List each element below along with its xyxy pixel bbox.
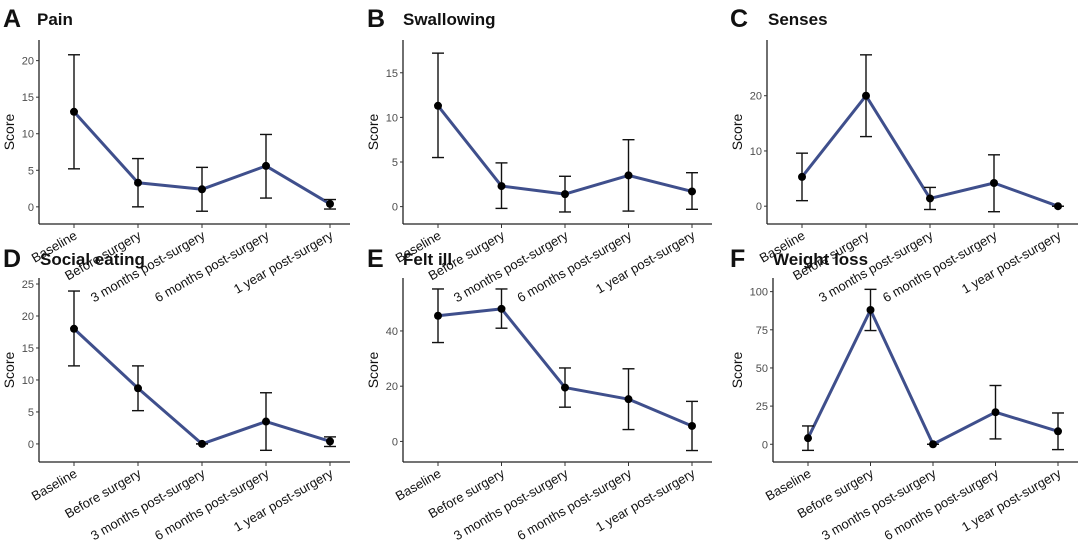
panel-letter: C (730, 5, 748, 33)
data-point (624, 395, 633, 404)
y-tick-label: 10 (22, 129, 34, 141)
x-tick-label: 6 months post-surgery (152, 227, 272, 305)
panel-title: Senses (768, 10, 828, 29)
y-tick-label: 75 (756, 325, 768, 337)
data-point (561, 383, 569, 392)
y-tick-label: 5 (28, 407, 34, 419)
data-point (990, 178, 998, 187)
panel-title: Weight loss (773, 250, 868, 269)
data-point (926, 194, 934, 203)
data-point (134, 384, 142, 393)
y-tick-label: 15 (386, 68, 398, 80)
x-tick-label: 3 months post-surgery (451, 227, 571, 305)
data-point (804, 434, 812, 443)
y-tick-label: 20 (750, 91, 762, 103)
y-tick-label: 0 (392, 202, 398, 214)
series-line (72, 327, 331, 446)
y-tick-label: 15 (22, 92, 34, 104)
data-point (798, 172, 806, 181)
y-tick-label: 100 (750, 287, 768, 299)
data-point (624, 171, 633, 180)
y-axis-title: Score (729, 114, 745, 151)
data-point (134, 178, 142, 187)
data-point (688, 187, 696, 196)
panel-letter: E (367, 245, 384, 273)
x-tick-label: Baseline (29, 466, 80, 504)
x-tick-label: 3 months post-surgery (88, 465, 208, 543)
panel-title: Felt ill (403, 250, 452, 269)
y-tick-label: 10 (386, 112, 398, 124)
data-point (862, 91, 870, 100)
x-tick-label: 6 months post-surgery (880, 227, 1000, 305)
data-point (929, 440, 937, 449)
data-point (434, 311, 442, 320)
y-tick-label: 20 (22, 56, 34, 68)
x-tick-label: 6 months post-surgery (514, 227, 634, 305)
data-point (70, 107, 78, 116)
data-point (1054, 427, 1062, 436)
y-tick-label: 10 (22, 375, 34, 387)
data-point (497, 304, 506, 313)
y-tick-label: 15 (22, 343, 34, 355)
y-tick-label: 0 (28, 202, 34, 214)
data-point (866, 305, 875, 314)
y-tick-label: 5 (392, 157, 398, 169)
y-tick-label: 40 (386, 326, 398, 338)
y-tick-label: 0 (762, 439, 768, 451)
y-axis-title: Score (729, 352, 745, 389)
panel-title: Pain (37, 10, 73, 29)
data-point (561, 190, 569, 199)
x-tick-label: 6 months post-surgery (881, 465, 1001, 543)
x-tick-label: 6 months post-surgery (514, 465, 634, 543)
x-tick-label: 3 months post-surgery (819, 465, 939, 543)
data-point (262, 161, 270, 170)
panel-title: Swallowing (403, 10, 496, 29)
y-tick-label: 0 (28, 439, 34, 451)
y-tick-label: 50 (756, 363, 768, 375)
y-axis-title: Score (365, 114, 381, 151)
x-tick-label: 3 months post-surgery (451, 465, 571, 543)
panel-title: Social eating (40, 250, 145, 269)
data-point (70, 324, 78, 333)
data-point (198, 185, 206, 194)
y-tick-label: 20 (386, 381, 398, 393)
panel-letter: A (3, 5, 21, 33)
y-tick-label: 25 (756, 401, 768, 413)
y-axis-title: Score (1, 114, 17, 151)
panel-letter: D (3, 245, 21, 273)
y-tick-label: 25 (22, 279, 34, 291)
series-line (806, 308, 1059, 446)
data-point (198, 439, 206, 448)
data-point (262, 417, 270, 426)
y-tick-label: 10 (750, 146, 762, 158)
y-axis-title: Score (1, 352, 17, 389)
data-point (991, 408, 1000, 417)
data-point (326, 199, 334, 208)
data-point (1054, 202, 1062, 211)
x-tick-label: Baseline (763, 466, 814, 504)
y-tick-label: 0 (392, 436, 398, 448)
y-tick-label: 0 (756, 201, 762, 213)
data-point (688, 421, 696, 430)
x-tick-label: Baseline (393, 466, 444, 504)
y-tick-label: 5 (28, 165, 34, 177)
data-point (497, 182, 506, 191)
y-tick-label: 20 (22, 311, 34, 323)
data-point (434, 101, 442, 110)
x-tick-label: 6 months post-surgery (152, 465, 272, 543)
y-axis-title: Score (365, 352, 381, 389)
panel-letter: F (730, 245, 745, 273)
data-point (326, 437, 334, 446)
panel-letter: B (367, 5, 385, 33)
